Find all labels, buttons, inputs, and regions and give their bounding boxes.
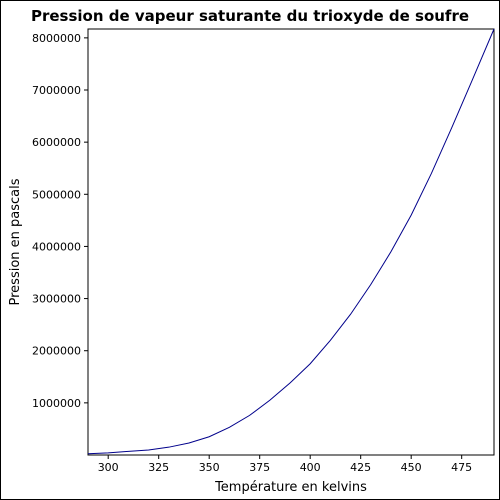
- y-tick-label: 7000000: [32, 84, 81, 97]
- y-axis-label: Pression en pascals: [8, 178, 23, 305]
- y-tick-label: 3000000: [32, 293, 81, 306]
- x-tick-label: 450: [401, 461, 422, 474]
- y-tick-label: 8000000: [32, 32, 81, 45]
- y-axis-ticks: 1000000 2000000 3000000 4000000 5000000 60000…: [32, 32, 88, 410]
- x-tick-label: 475: [451, 461, 472, 474]
- y-tick-label: 5000000: [32, 188, 81, 201]
- y-tick-label: 2000000: [32, 345, 81, 358]
- vapor-pressure-curve: [87, 28, 495, 455]
- x-tick-label: 425: [350, 461, 371, 474]
- x-tick-label: 325: [148, 461, 169, 474]
- y-tick-label: 6000000: [32, 136, 81, 149]
- y-tick-label: 4000000: [32, 240, 81, 253]
- x-tick-label: 350: [199, 461, 220, 474]
- x-axis-label: Température en kelvins: [214, 480, 367, 495]
- y-tick-label: 1000000: [32, 397, 81, 410]
- x-tick-label: 300: [98, 461, 119, 474]
- x-tick-label: 400: [300, 461, 321, 474]
- x-axis-ticks: 300 325 350 375 400 425 450 475: [98, 455, 472, 474]
- chart-title: Pression de vapeur saturante du trioxyde…: [31, 7, 469, 25]
- plot-area: [87, 28, 495, 456]
- x-tick-label: 375: [249, 461, 270, 474]
